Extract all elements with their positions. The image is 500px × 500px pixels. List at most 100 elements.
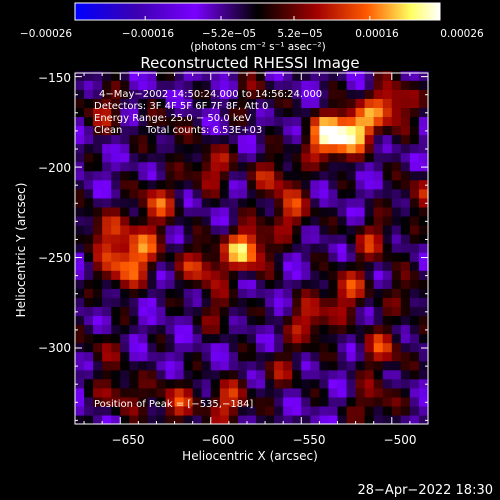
heatmap-cell: [373, 206, 384, 217]
heatmap-cell: [283, 224, 293, 235]
heatmap-cell: [75, 333, 85, 344]
heatmap-cell: [274, 297, 284, 307]
heatmap-cell: [364, 152, 375, 163]
heatmap-cell: [111, 161, 121, 172]
heatmap-cell: [102, 143, 112, 154]
heatmap-cell: [373, 261, 384, 271]
heatmap-cell: [283, 179, 293, 190]
heatmap-cell: [237, 107, 248, 118]
heatmap-cell: [84, 360, 94, 371]
heatmap-cell: [418, 125, 429, 136]
heatmap-cell: [165, 342, 176, 353]
heatmap-cell: [256, 279, 266, 289]
heatmap-cell: [228, 297, 239, 307]
heatmap-cell: [228, 414, 239, 425]
heatmap-cell: [328, 116, 339, 127]
heatmap-cell: [256, 161, 266, 172]
heatmap-cell: [138, 261, 149, 271]
heatmap-cell: [256, 197, 266, 208]
heatmap-cell: [256, 243, 266, 253]
heatmap-cell: [283, 342, 293, 353]
heatmap-cell: [274, 134, 284, 145]
heatmap-cell: [391, 324, 402, 335]
colorbar-unit-label: (photons cm⁻² s⁻¹ asec⁻²): [190, 41, 325, 53]
heatmap-cell: [129, 378, 139, 389]
heatmap-cell: [355, 197, 366, 208]
heatmap-cell: [246, 161, 257, 172]
heatmap-cell: [292, 197, 302, 208]
heatmap-cell: [201, 179, 212, 190]
heatmap-cell: [400, 116, 411, 127]
heatmap-cell: [373, 125, 384, 136]
heatmap-cell: [292, 315, 302, 326]
heatmap-cell: [75, 197, 85, 208]
heatmap-cell: [237, 351, 248, 362]
heatmap-cell: [355, 333, 366, 344]
heatmap-cell: [373, 98, 384, 108]
heatmap-cell: [310, 71, 320, 81]
heatmap-cell: [409, 71, 420, 81]
heatmap-cell: [373, 306, 384, 317]
heatmap-cell: [237, 252, 248, 262]
heatmap-cell: [147, 306, 158, 317]
heatmap-cell: [391, 360, 402, 371]
heatmap-cell: [183, 252, 194, 262]
heatmap-cell: [283, 360, 293, 371]
heatmap-cell: [246, 80, 257, 90]
heatmap-cell: [93, 270, 103, 280]
heatmap-cell: [328, 405, 339, 416]
heatmap-cell: [364, 80, 375, 90]
heatmap-cell: [210, 342, 221, 353]
annotation-time-range: 4−May−2002 14:50:24.000 to 14:56:24.000: [99, 89, 322, 100]
heatmap-cell: [337, 170, 348, 181]
heatmap-cell: [373, 179, 384, 190]
heatmap-cell: [84, 215, 94, 226]
heatmap-cell: [274, 206, 284, 217]
heatmap-cell: [319, 143, 330, 154]
heatmap-cell: [409, 369, 420, 380]
heatmap-cell: [409, 224, 420, 235]
heatmap-cell: [165, 405, 176, 416]
heatmap-cell: [183, 387, 194, 398]
heatmap-cell: [75, 288, 85, 298]
heatmap-cell: [292, 351, 302, 362]
x-axis-label: Heliocentric X (arcsec): [182, 449, 318, 463]
heatmap-cell: [265, 197, 275, 208]
heatmap-cell: [373, 134, 384, 145]
heatmap-cell: [310, 360, 320, 371]
heatmap-cell: [274, 369, 284, 380]
heatmap-cell: [246, 143, 257, 154]
heatmap-cell: [174, 333, 185, 344]
heatmap-cell: [129, 143, 139, 154]
heatmap-cell: [328, 179, 339, 190]
heatmap-cell: [147, 252, 158, 262]
heatmap-cell: [93, 306, 103, 317]
heatmap-cell: [274, 116, 284, 127]
heatmap-cell: [256, 396, 266, 407]
heatmap-cell: [165, 215, 176, 226]
colorbar-tick-label: 0.00026: [440, 28, 484, 40]
heatmap-cell: [138, 234, 149, 244]
heatmap-cell: [174, 324, 185, 335]
heatmap-cell: [210, 170, 221, 181]
heatmap-cell: [328, 80, 339, 90]
heatmap-cell: [246, 107, 257, 118]
heatmap-cell: [129, 396, 139, 407]
heatmap-cell: [283, 378, 293, 389]
heatmap-cell: [319, 134, 330, 145]
heatmap-cell: [102, 387, 112, 398]
heatmap-cell: [111, 252, 121, 262]
heatmap-cell: [265, 143, 275, 154]
heatmap-cell: [274, 360, 284, 371]
heatmap-cell: [301, 405, 311, 416]
heatmap-cell: [165, 206, 176, 217]
heatmap-cell: [174, 134, 185, 145]
heatmap-cell: [265, 224, 275, 235]
heatmap-cell: [364, 252, 375, 262]
heatmap-cell: [246, 378, 257, 389]
heatmap-cell: [237, 243, 248, 253]
heatmap-cell: [75, 378, 85, 389]
heatmap-cell: [409, 414, 420, 425]
heatmap-cell: [183, 243, 194, 253]
heatmap-cell: [418, 342, 429, 353]
